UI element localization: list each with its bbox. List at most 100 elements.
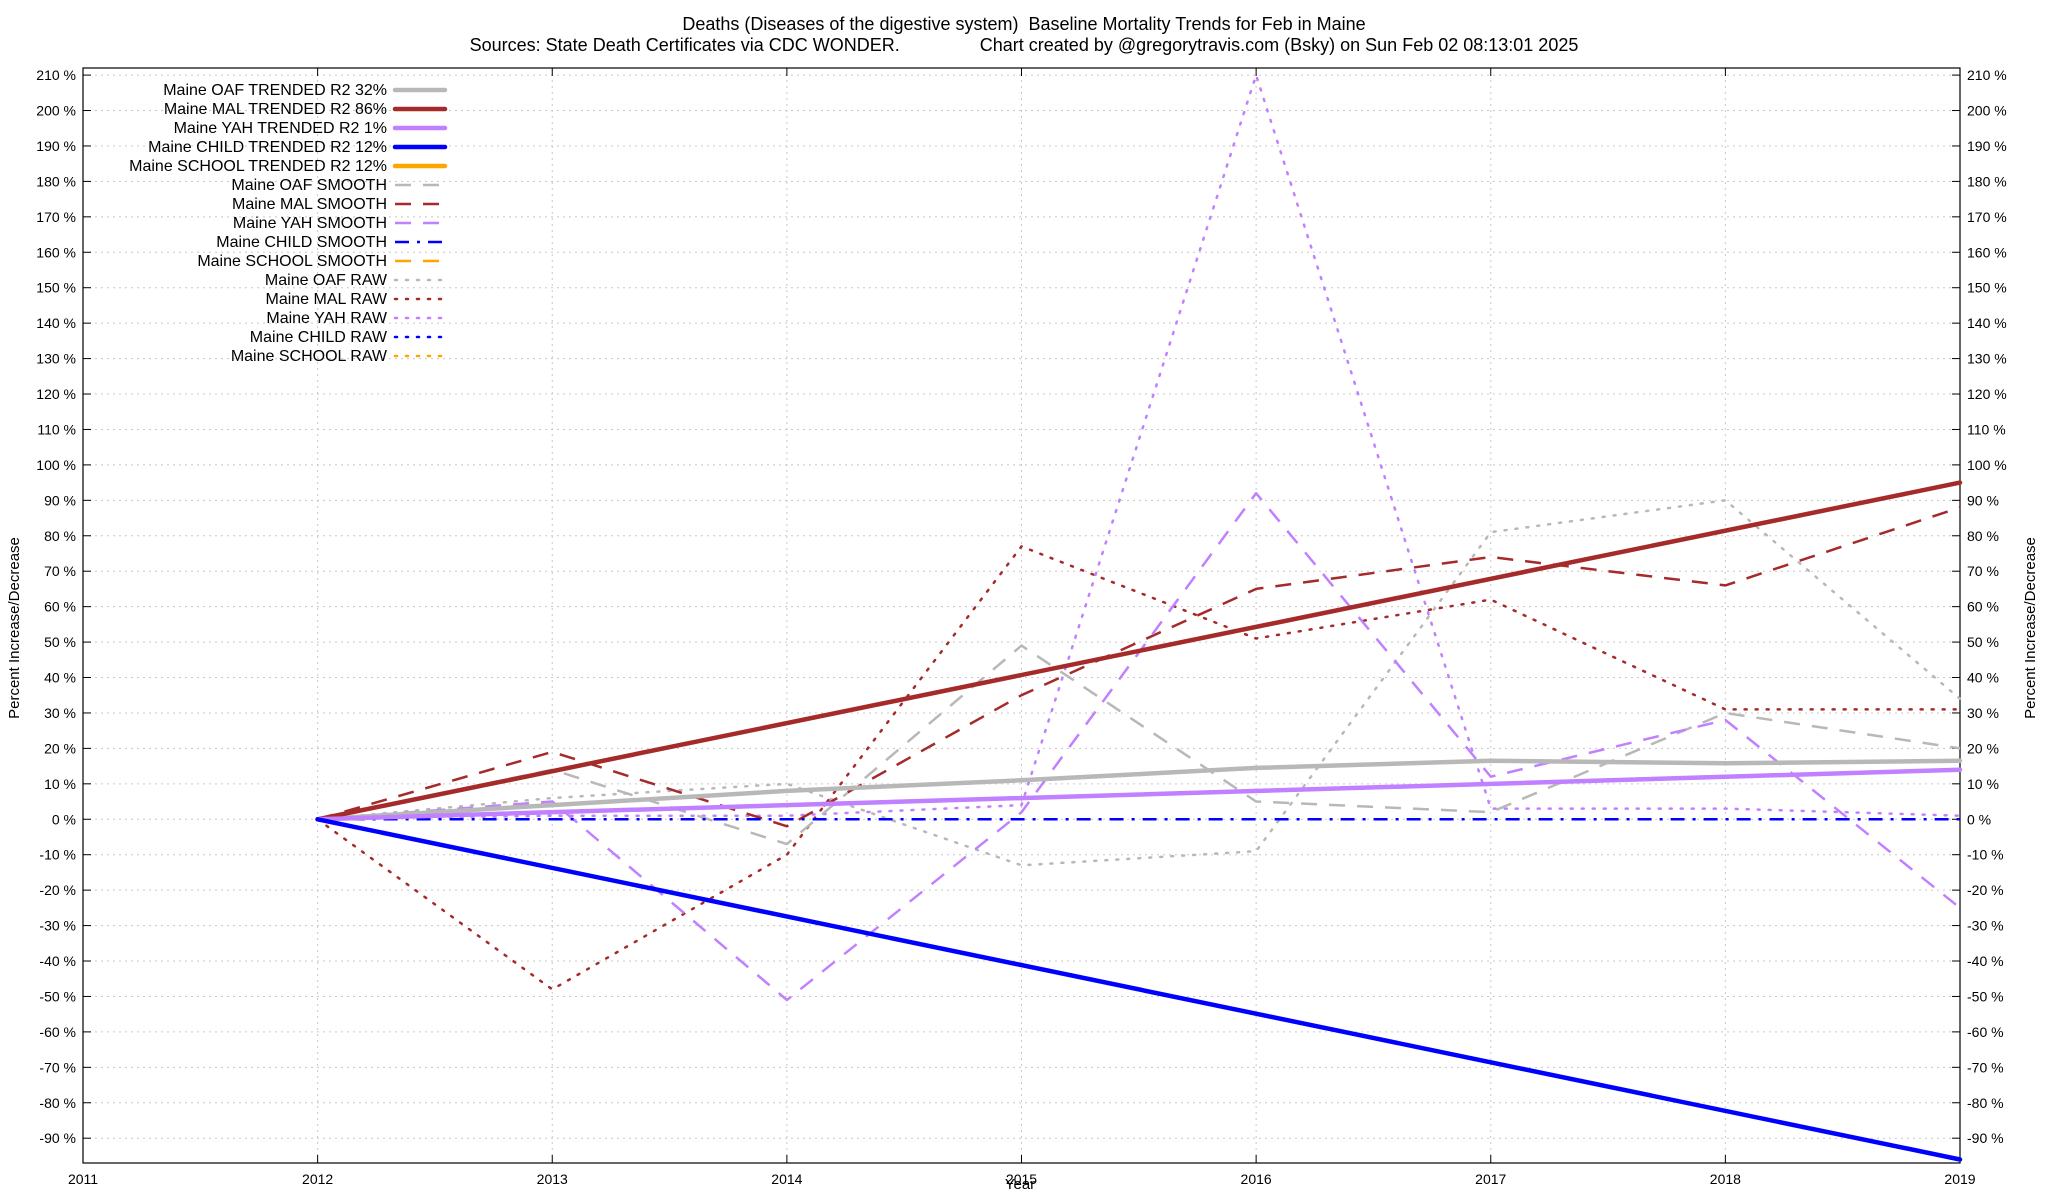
y2-tick-label: 170 %	[1967, 209, 2007, 225]
x-tick-label: 2014	[771, 1171, 802, 1187]
legend-label: Maine MAL TRENDED R2 86%	[164, 101, 387, 118]
y2-tick-label: 210 %	[1967, 67, 2007, 83]
x-axis-label: Year	[1005, 1176, 1035, 1193]
y2-tick-label: 30 %	[1967, 705, 1999, 721]
y-tick-label: 50 %	[44, 634, 76, 650]
y2-tick-label: 80 %	[1967, 528, 1999, 544]
y2-tick-label: 50 %	[1967, 634, 1999, 650]
x-tick-label: 2017	[1475, 1171, 1506, 1187]
y-tick-label: 20 %	[44, 740, 76, 756]
y2-tick-label: -80 %	[1967, 1095, 2004, 1111]
y2-tick-label: -40 %	[1967, 953, 2004, 969]
y2-tick-label: 70 %	[1967, 563, 1999, 579]
y2-tick-label: 190 %	[1967, 138, 2007, 154]
y2-tick-label: 200 %	[1967, 103, 2007, 119]
legend-label: Maine MAL RAW	[265, 291, 387, 308]
y2-tick-label: -10 %	[1967, 847, 2004, 863]
y-tick-label: -60 %	[39, 1024, 76, 1040]
x-tick-label: 2018	[1710, 1171, 1741, 1187]
y-tick-label: 170 %	[36, 209, 76, 225]
y2-axis-label: Percent Increase/Decrease	[2022, 537, 2039, 719]
x-tick-label: 2016	[1241, 1171, 1272, 1187]
y-tick-label: 130 %	[36, 351, 76, 367]
series-line-maine-child-trended-r2-12	[315, 817, 1963, 1162]
legend: Maine OAF TRENDED R2 32% Maine MAL TRENDE…	[129, 82, 448, 365]
y-tick-label: -70 %	[39, 1059, 76, 1075]
legend-label: Maine CHILD TRENDED R2 12%	[148, 139, 387, 156]
y2-tick-label: 110 %	[1967, 421, 2006, 437]
y2-tick-label: -90 %	[1967, 1130, 2004, 1146]
y2-tick-label: 10 %	[1967, 776, 1999, 792]
y-tick-label: -90 %	[39, 1130, 76, 1146]
series-line-maine-oaf-smooth	[317, 644, 1961, 846]
legend-label: Maine YAH RAW	[266, 310, 388, 327]
legend-label: Maine CHILD SMOOTH	[216, 234, 387, 251]
legend-label: Maine YAH TRENDED R2 1%	[174, 120, 387, 137]
x-tick-label: 2013	[537, 1171, 568, 1187]
y-tick-label: 40 %	[44, 670, 76, 686]
legend-label: Maine SCHOOL TRENDED R2 12%	[129, 158, 387, 175]
legend-label: Maine OAF SMOOTH	[231, 177, 387, 194]
y-tick-label: -30 %	[39, 918, 76, 934]
y2-tick-label: -20 %	[1967, 882, 2004, 898]
chart-subtitle: Sources: State Death Certificates via CD…	[469, 35, 1579, 55]
x-tick-label: 2015	[1006, 1171, 1037, 1187]
y-tick-label: 100 %	[36, 457, 76, 473]
y2-tick-label: 120 %	[1967, 386, 2007, 402]
y2-tick-label: -70 %	[1967, 1059, 2004, 1075]
legend-label: Maine YAH SMOOTH	[233, 215, 387, 232]
y2-tick-label: 150 %	[1967, 280, 2007, 296]
y-tick-label: 160 %	[36, 244, 76, 260]
y-tick-label: 190 %	[36, 138, 76, 154]
y2-tick-label: 100 %	[1967, 457, 2007, 473]
y2-tick-label: 0 %	[1967, 811, 1991, 827]
y2-tick-label: 140 %	[1967, 315, 2007, 331]
grid-lines	[82, 68, 1961, 1163]
legend-label: Maine CHILD RAW	[250, 329, 388, 346]
legend-label: Maine OAF RAW	[265, 272, 388, 289]
series-line-maine-oaf-trended-r2-32	[315, 758, 1963, 822]
y-tick-label: -50 %	[39, 988, 76, 1004]
y-tick-label: 140 %	[36, 315, 76, 331]
y-tick-label: -40 %	[39, 953, 76, 969]
y-tick-label: 120 %	[36, 386, 76, 402]
y-tick-label: -10 %	[39, 847, 76, 863]
y2-tick-label: 90 %	[1967, 492, 1999, 508]
y-tick-label: 210 %	[36, 67, 76, 83]
y2-tick-label: 60 %	[1967, 599, 1999, 615]
y2-tick-label: 130 %	[1967, 351, 2007, 367]
y-tick-label: 80 %	[44, 528, 76, 544]
series-line-maine-yah-raw	[316, 73, 1962, 821]
legend-label: Maine SCHOOL RAW	[231, 348, 388, 365]
y2-tick-label: 160 %	[1967, 244, 2007, 260]
y-tick-label: 0 %	[52, 811, 76, 827]
y-tick-label: 60 %	[44, 599, 76, 615]
series-line-maine-yah-smooth	[317, 491, 1961, 1002]
y-axis-label: Percent Increase/Decrease	[6, 537, 23, 719]
y-tick-label: 180 %	[36, 173, 76, 189]
series-line-maine-oaf-raw	[316, 499, 1962, 867]
legend-label: Maine MAL SMOOTH	[232, 196, 387, 213]
x-tick-label: 2012	[302, 1171, 333, 1187]
legend-label: Maine SCHOOL SMOOTH	[197, 253, 387, 270]
series-line-maine-mal-trended-r2-86	[315, 480, 1963, 822]
y2-tick-label: -60 %	[1967, 1024, 2004, 1040]
y2-tick-label: 180 %	[1967, 173, 2007, 189]
y-tick-label: 30 %	[44, 705, 76, 721]
series-line-maine-yah-trended-r2-1	[315, 767, 1963, 822]
x-tick-label: 2019	[1944, 1171, 1975, 1187]
y2-tick-label: -30 %	[1967, 918, 2004, 934]
y2-tick-label: -50 %	[1967, 988, 2004, 1004]
y2-tick-label: 20 %	[1967, 740, 1999, 756]
chart-title: Deaths (Diseases of the digestive system…	[682, 14, 1366, 34]
y-tick-label: 90 %	[44, 492, 76, 508]
series-layer	[315, 73, 1963, 1162]
y-tick-label: 110 %	[37, 421, 76, 437]
legend-label: Maine OAF TRENDED R2 32%	[163, 82, 387, 99]
y-tick-label: -20 %	[39, 882, 76, 898]
y-tick-label: 150 %	[36, 280, 76, 296]
y-tick-label: 200 %	[36, 103, 76, 119]
y-tick-label: 70 %	[44, 563, 76, 579]
y-tick-label: -80 %	[39, 1095, 76, 1111]
